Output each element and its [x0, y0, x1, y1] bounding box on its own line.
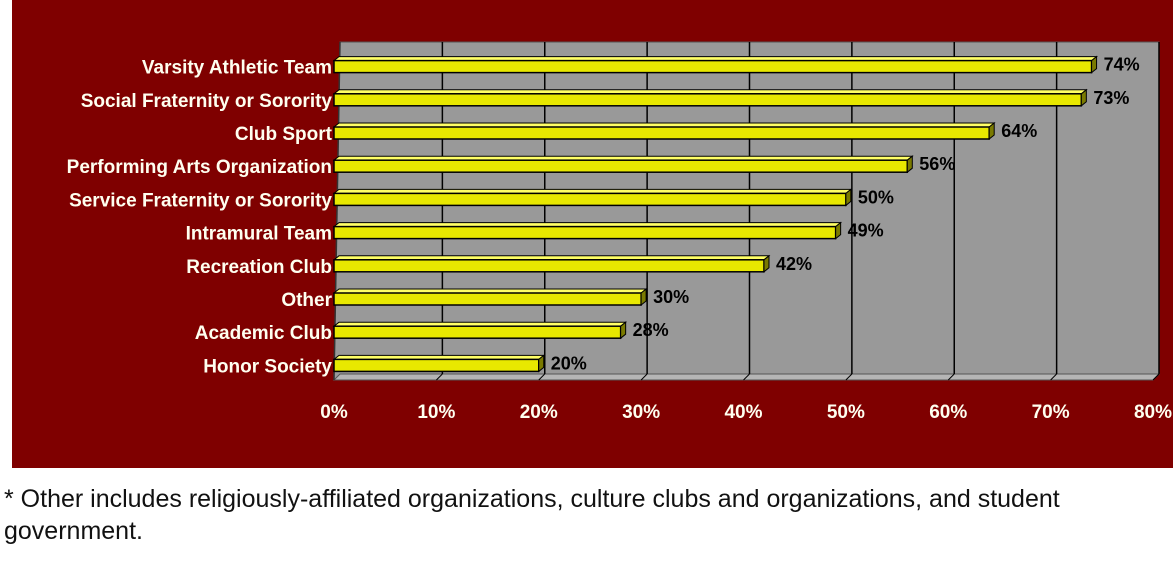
bar-end: [1091, 55, 1098, 74]
x-tick-label: 70%: [1032, 402, 1070, 423]
category-label: Varsity Athletic Team: [142, 58, 332, 79]
x-tick-label: 10%: [417, 402, 455, 423]
x-gridline-floor: [845, 373, 853, 381]
bar-end: [906, 155, 913, 174]
bar-end: [763, 254, 770, 273]
bar: [333, 325, 622, 339]
category-label: Performing Arts Organization: [67, 157, 332, 178]
bar: [333, 358, 540, 373]
bar-end: [538, 354, 545, 373]
bar: [333, 159, 909, 173]
bar: [333, 259, 765, 273]
bar: [333, 192, 847, 207]
category-label: Other: [281, 290, 332, 311]
category-label: Recreation Club: [186, 257, 332, 278]
value-label: 56%: [919, 154, 955, 174]
bar: [333, 292, 642, 306]
x-gridline-floor: [640, 373, 648, 381]
bar-end: [988, 121, 995, 141]
bar-end: [845, 188, 852, 207]
x-gridline-floor: [947, 373, 955, 381]
value-label: 64%: [1001, 121, 1037, 141]
category-label: Honor Society: [203, 356, 332, 377]
category-label: Intramural Team: [186, 224, 332, 245]
x-tick-label: 40%: [724, 402, 762, 423]
x-tick-label: 0%: [320, 402, 348, 423]
footnote: * Other includes religiously-affiliated …: [4, 485, 1060, 545]
x-gridline-floor: [1050, 373, 1057, 381]
chart-panel: 0% 10% 20% 30% 40% 50% 60% 70% 80% Varsity Athlet…: [12, 0, 1173, 468]
x-tick-label: 30%: [622, 402, 660, 423]
category-label: Social Fraternity or Sorority: [81, 91, 333, 112]
bar: [333, 225, 837, 240]
x-gridline-floor: [1152, 373, 1160, 381]
bar-chart: 0% 10% 20% 30% 40% 50% 60% 70% 80% Varsity Athlet…: [12, 0, 1173, 468]
x-tick-label: 50%: [827, 402, 865, 423]
bar-end: [620, 321, 627, 340]
bar: [333, 126, 990, 140]
value-label: 42%: [776, 254, 812, 274]
value-label: 30%: [653, 287, 689, 307]
x-gridline-floor: [743, 373, 750, 381]
value-label: 74%: [1104, 55, 1140, 75]
value-label: 49%: [848, 221, 884, 241]
bar-end: [835, 221, 842, 240]
category-label: Service Fraternity or Sorority: [69, 190, 332, 211]
category-label: Club Sport: [235, 124, 333, 145]
value-label: 73%: [1093, 88, 1129, 108]
value-label: 28%: [633, 320, 669, 340]
category-label: Academic Club: [195, 323, 332, 344]
value-label: 50%: [858, 187, 894, 207]
x-tick-label: 60%: [929, 402, 967, 423]
bar-end: [640, 287, 647, 307]
x-tick-label: 80%: [1134, 402, 1172, 423]
bar-end: [1080, 88, 1087, 107]
value-label: 20%: [551, 353, 587, 373]
bar: [333, 59, 1093, 74]
bar: [333, 93, 1083, 107]
x-tick-label: 20%: [520, 402, 558, 423]
x-gridline-floor: [436, 373, 443, 381]
x-gridline-floor: [538, 373, 546, 381]
